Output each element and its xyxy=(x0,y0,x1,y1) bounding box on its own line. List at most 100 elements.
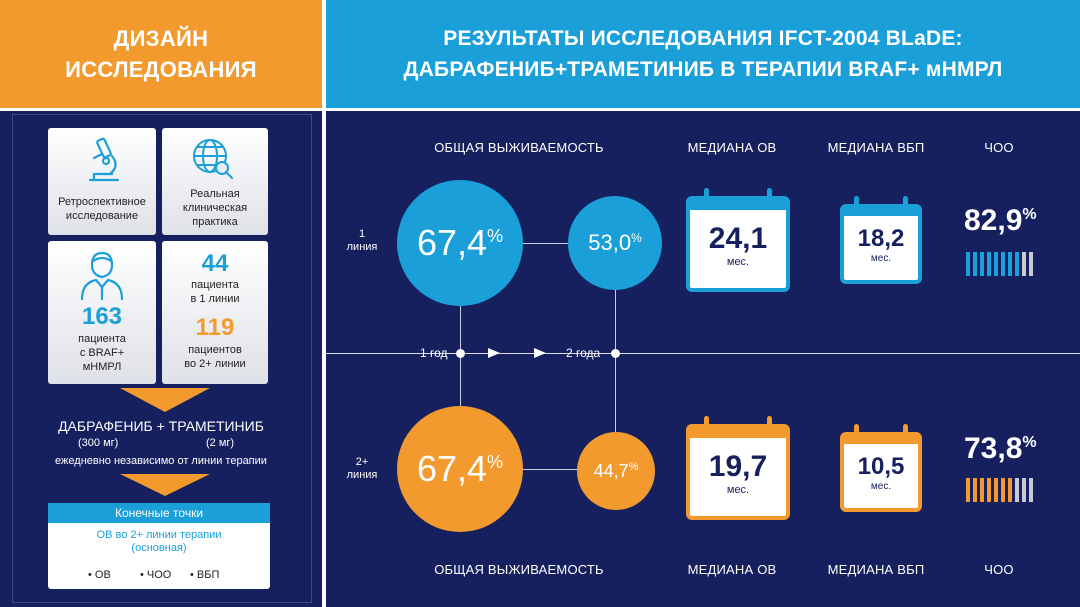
median-pfs-line1-unit: мес. xyxy=(870,253,892,264)
dose-trametinib: (2 мг) xyxy=(206,437,235,449)
card4-a2: в 1 линии xyxy=(190,293,240,305)
endpoints-box: Конечные точки ОВ во 2+ линии терапии (о… xyxy=(48,503,270,589)
first-line-patients-number: 44 xyxy=(201,250,229,277)
second-line-patients-number: 119 xyxy=(195,314,235,341)
card-patients-by-line: 44 пациента в 1 линии 119 пациентов во 2… xyxy=(162,241,268,384)
col-orr-top: ЧОО xyxy=(984,140,1014,155)
os-1year-line2-value: 67,4 xyxy=(416,448,488,489)
row2-label-num: 2+ xyxy=(355,456,369,468)
orr-bar-segment xyxy=(1008,478,1012,502)
row1-label: 1 линия xyxy=(342,228,382,254)
design-header: ДИЗАЙН ИССЛЕДОВАНИЯ xyxy=(0,0,322,108)
orr-bar-segment xyxy=(1001,252,1005,276)
median-pfs-line1-calendar: 18,2 мес. xyxy=(840,196,922,284)
orr-bar-segment xyxy=(966,478,970,502)
median-pfs-line1-value: 18,2 xyxy=(857,225,905,252)
orr-line2: 73,8% xyxy=(964,432,1037,466)
orr-line2-value: 73,8 xyxy=(964,432,1023,465)
design-panel-frame xyxy=(12,114,312,603)
endpoint-os: • ОВ xyxy=(88,569,111,581)
col-median-pfs-bottom: МЕДИАНА ВБП xyxy=(827,562,925,577)
card-retrospective: Ретроспективное исследование xyxy=(48,128,156,235)
card2-line1: Реальная xyxy=(190,188,240,200)
calendar-ring xyxy=(704,416,709,430)
orr-line1-pct: % xyxy=(1022,206,1037,223)
design-header-line1: ДИЗАЙН xyxy=(113,26,209,51)
os-2year-line1-circle: 53,0% xyxy=(568,196,662,290)
calendar-ring xyxy=(767,416,772,430)
os-1year-line1-circle: 67,4% xyxy=(397,180,523,306)
header-divider-right xyxy=(326,108,1080,111)
design-header-line2: ИССЛЕДОВАНИЯ xyxy=(65,57,257,82)
endpoint-primary-line1: ОВ во 2+ линии терапии xyxy=(96,529,222,541)
median-os-line1-calendar: 24,1 мес. xyxy=(686,188,790,292)
card4-a1: пациента xyxy=(191,279,239,291)
card1-line2: исследование xyxy=(65,210,139,222)
orr-bar-segment xyxy=(1029,252,1033,276)
timeline-year1-label: 1 год xyxy=(420,346,448,360)
timeline-dot-year1 xyxy=(456,349,465,358)
os-1year-line2-pct: % xyxy=(487,451,504,472)
down-arrow-2 xyxy=(120,474,210,496)
card4-b1: пациентов xyxy=(188,344,242,356)
col-median-os-bottom: МЕДИАНА ОВ xyxy=(687,562,777,577)
median-pfs-line2-unit: мес. xyxy=(870,481,892,492)
calendar-top-bar xyxy=(844,208,918,216)
calendar-ring xyxy=(767,188,772,202)
calendar-top-bar xyxy=(844,436,918,444)
orr-bar-segment xyxy=(1022,252,1026,276)
endpoint-primary-line2: (основная) xyxy=(131,542,187,554)
card-real-world: Реальная клиническая практика xyxy=(162,128,268,235)
row1-label-num: 1 xyxy=(358,228,366,240)
timeline-arrow-1 xyxy=(488,348,500,358)
down-arrow-1 xyxy=(120,388,210,412)
col-orr-bottom: ЧОО xyxy=(984,562,1014,577)
orr-bar-segment xyxy=(1015,478,1019,502)
median-os-line1-unit: мес. xyxy=(726,256,750,268)
connector-line1-h xyxy=(460,243,615,244)
orr-bar-segment xyxy=(994,252,998,276)
median-pfs-line2-calendar: 10,5 мес. xyxy=(840,424,922,512)
calendar-ring xyxy=(854,424,859,438)
card3-line2: с BRAF+ xyxy=(79,347,125,359)
orr-bar-segment xyxy=(1015,252,1019,276)
col-os-top: ОБЩАЯ ВЫЖИВАЕМОСТЬ xyxy=(434,140,604,155)
card-patients-total: 163 пациента с BRAF+ мНМРЛ xyxy=(48,241,156,384)
os-1year-line1-pct: % xyxy=(487,225,504,246)
endpoints-title: Конечные точки xyxy=(48,503,270,523)
orr-line1-bar-gauge xyxy=(966,252,1033,276)
calendar-ring xyxy=(903,196,908,210)
os-2year-line2-value: 44,7 xyxy=(593,460,629,481)
calendar-top-bar xyxy=(690,428,786,438)
orr-line2-bar-gauge xyxy=(966,478,1033,502)
orr-line1: 82,9% xyxy=(964,204,1037,238)
os-1year-line1-value: 67,4 xyxy=(416,222,488,263)
endpoint-pfs: • ВБП xyxy=(190,569,220,581)
dose-dabrafenib: (300 мг) xyxy=(78,437,119,449)
patient-icon xyxy=(80,251,124,301)
card2-line3: практика xyxy=(192,216,238,228)
timeline-arrow-2 xyxy=(534,348,546,358)
calendar-ring xyxy=(704,188,709,202)
orr-line1-value: 82,9 xyxy=(964,204,1023,237)
os-2year-line1-pct: % xyxy=(631,231,642,245)
total-patients-number: 163 xyxy=(81,303,123,330)
os-1year-line2-circle: 67,4% xyxy=(397,406,523,532)
orr-bar-segment xyxy=(994,478,998,502)
os-2year-line2-pct: % xyxy=(628,461,639,473)
median-os-line1-value: 24,1 xyxy=(708,222,768,255)
calendar-ring xyxy=(903,424,908,438)
results-header: РЕЗУЛЬТАТЫ ИССЛЕДОВАНИЯ IFCT-2004 BLaDE:… xyxy=(326,0,1080,108)
median-os-line2-value: 19,7 xyxy=(708,450,768,483)
connector-line2-h xyxy=(460,469,615,470)
col-median-pfs-top: МЕДИАНА ВБП xyxy=(827,140,925,155)
col-os-bottom: ОБЩАЯ ВЫЖИВАЕМОСТЬ xyxy=(434,562,604,577)
orr-bar-segment xyxy=(1022,478,1026,502)
card4-b2: во 2+ линии xyxy=(184,358,246,370)
row2-label-text: линия xyxy=(346,469,378,481)
row2-label: 2+ линия xyxy=(342,456,382,482)
microscope-icon xyxy=(88,137,120,182)
orr-bar-segment xyxy=(987,252,991,276)
orr-bar-segment xyxy=(1008,252,1012,276)
orr-bar-segment xyxy=(973,478,977,502)
